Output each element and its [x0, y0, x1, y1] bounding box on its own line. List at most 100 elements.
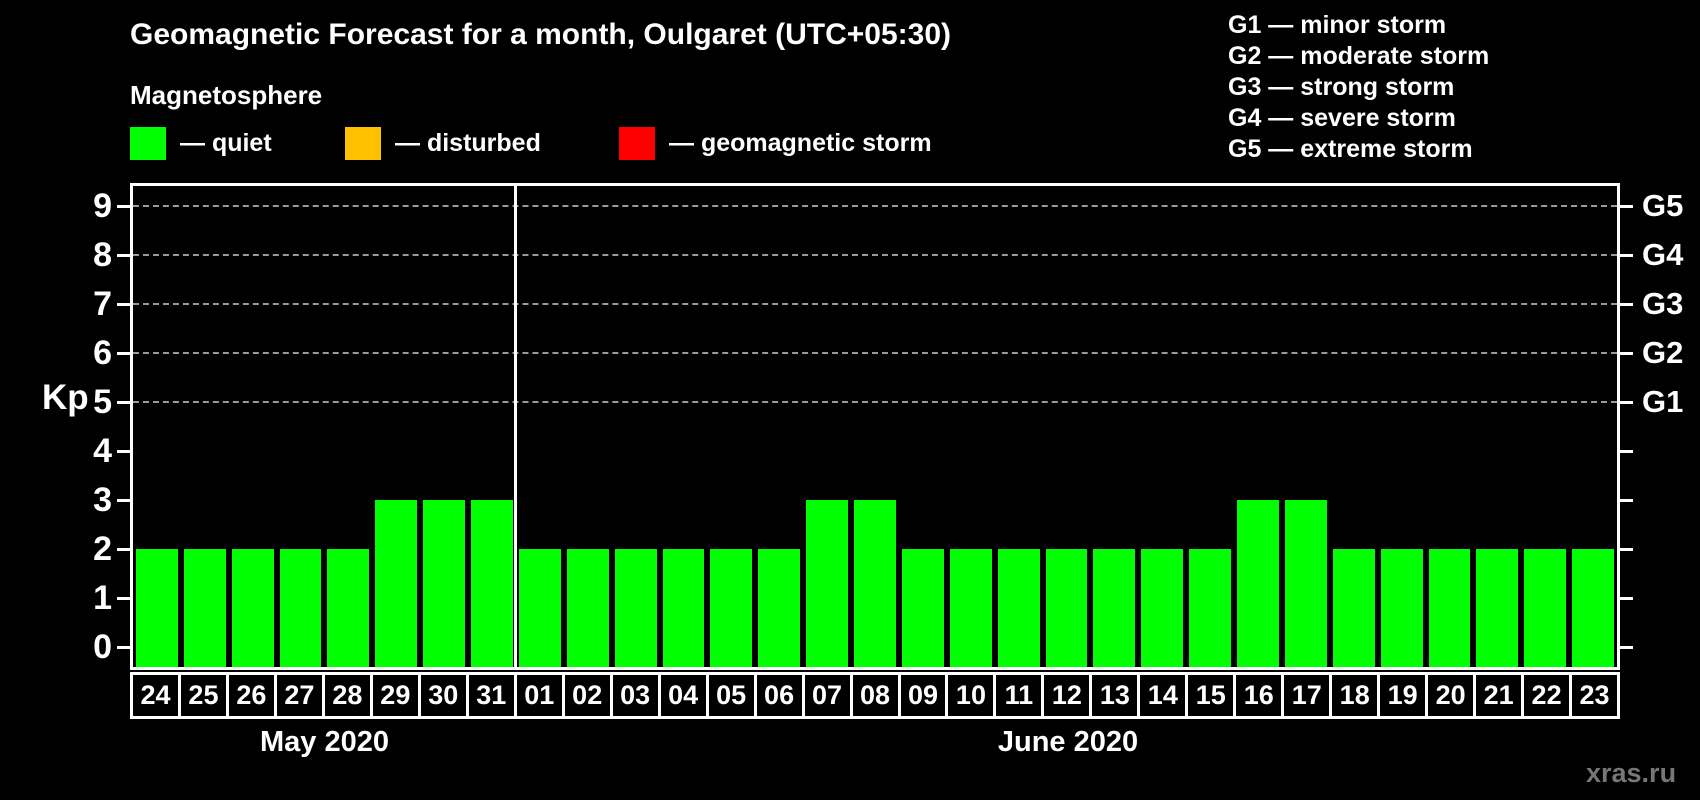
date-cell-05: 05: [705, 672, 757, 719]
legend-item-quiet: — quiet: [130, 127, 272, 160]
geomagnetic-storm-color-swatch: [619, 127, 655, 160]
kp-bar-14: [1141, 549, 1184, 667]
right-tick-kp0: [1620, 646, 1633, 649]
kp-bar-11: [997, 549, 1040, 667]
quiet-label: — quiet: [180, 129, 272, 157]
kp-bar-02: [566, 549, 609, 667]
gridline-kp7: [133, 303, 1617, 305]
right-tick-kp6: [1620, 352, 1633, 355]
date-cell-18: 18: [1329, 672, 1381, 719]
y-tick-label-8: 8: [93, 236, 112, 274]
legend-item-geomagnetic-storm: — geomagnetic storm: [619, 127, 932, 160]
kp-bar-29: [375, 500, 418, 667]
y-tick-label-4: 4: [93, 432, 112, 470]
y-tick-label-5: 5: [93, 383, 112, 421]
right-tick-kp3: [1620, 499, 1633, 502]
kp-bar-31: [471, 500, 513, 667]
date-cell-07: 07: [801, 672, 853, 719]
left-tick-kp0: [117, 646, 130, 649]
legend-item-disturbed: — disturbed: [345, 127, 541, 160]
gridline-kp9: [133, 205, 1617, 207]
date-cell-30: 30: [417, 672, 469, 719]
watermark: xras.ru: [1586, 758, 1677, 788]
storm-scale-g5: G5 — extreme storm: [1228, 135, 1473, 163]
storm-scale-g4: G4 — severe storm: [1228, 104, 1456, 132]
date-cell-16: 16: [1233, 672, 1285, 719]
left-tick-kp1: [117, 597, 130, 600]
date-cell-26: 26: [225, 672, 277, 719]
right-axis-label-g1: G1: [1642, 384, 1684, 419]
kp-bar-27: [279, 549, 322, 667]
kp-bar-01: [518, 549, 561, 667]
kp-bar-21: [1476, 549, 1519, 667]
kp-bar-20: [1428, 549, 1471, 667]
storm-scale-g2: G2 — moderate storm: [1228, 42, 1490, 70]
y-axis-title: Kp: [42, 378, 89, 417]
date-cell-21: 21: [1473, 672, 1525, 719]
date-cell-15: 15: [1185, 672, 1237, 719]
disturbed-color-swatch: [345, 127, 381, 160]
left-tick-kp2: [117, 548, 130, 551]
left-tick-kp7: [117, 303, 130, 306]
y-tick-label-0: 0: [93, 628, 112, 666]
right-axis-label-g4: G4: [1642, 237, 1684, 272]
kp-bar-24: [136, 549, 178, 667]
storm-scale-g3: G3 — strong storm: [1228, 73, 1455, 101]
right-tick-kp7: [1620, 303, 1633, 306]
kp-bar-19: [1380, 549, 1423, 667]
left-tick-kp9: [117, 205, 130, 208]
kp-bar-17: [1284, 500, 1327, 667]
date-cell-13: 13: [1089, 672, 1141, 719]
left-tick-kp4: [117, 450, 130, 453]
kp-bar-03: [614, 549, 657, 667]
y-tick-label-6: 6: [93, 334, 112, 372]
date-cell-11: 11: [993, 672, 1045, 719]
gridline-kp6: [133, 352, 1617, 354]
left-tick-kp6: [117, 352, 130, 355]
kp-bar-28: [327, 549, 370, 667]
left-tick-kp8: [117, 254, 130, 257]
kp-bar-22: [1524, 549, 1567, 667]
date-cell-08: 08: [849, 672, 901, 719]
date-cell-04: 04: [657, 672, 709, 719]
date-cell-25: 25: [177, 672, 229, 719]
date-cell-29: 29: [369, 672, 421, 719]
y-tick-label-3: 3: [93, 481, 112, 519]
date-cell-27: 27: [273, 672, 325, 719]
quiet-color-swatch: [130, 127, 166, 160]
date-cell-28: 28: [321, 672, 373, 719]
kp-bar-26: [231, 549, 274, 667]
chart-title: Geomagnetic Forecast for a month, Oulgar…: [130, 18, 952, 51]
month-divider-line: [514, 186, 518, 667]
date-cell-31: 31: [465, 672, 517, 719]
date-cell-24: 24: [130, 672, 181, 719]
y-tick-label-7: 7: [93, 285, 112, 323]
date-cell-19: 19: [1377, 672, 1429, 719]
right-tick-kp1: [1620, 597, 1633, 600]
geomagnetic-storm-label: — geomagnetic storm: [669, 129, 932, 157]
date-cell-14: 14: [1137, 672, 1189, 719]
date-cell-10: 10: [945, 672, 997, 719]
left-tick-kp3: [117, 499, 130, 502]
right-tick-kp5: [1620, 401, 1633, 404]
date-cell-06: 06: [753, 672, 805, 719]
kp-bar-07: [806, 500, 849, 667]
month-label-may: May 2020: [260, 726, 389, 758]
plot-area: [130, 183, 1620, 670]
date-cell-22: 22: [1521, 672, 1573, 719]
right-tick-kp4: [1620, 450, 1633, 453]
kp-bar-15: [1189, 549, 1232, 667]
kp-bar-23: [1572, 549, 1614, 667]
storm-scale-g1: G1 — minor storm: [1228, 11, 1447, 39]
y-tick-label-1: 1: [93, 579, 112, 617]
y-tick-label-9: 9: [93, 187, 112, 225]
gridline-kp8: [133, 254, 1617, 256]
kp-bar-04: [662, 549, 705, 667]
kp-bar-16: [1237, 500, 1279, 667]
right-tick-kp8: [1620, 254, 1633, 257]
kp-bar-10: [949, 549, 992, 667]
date-cell-03: 03: [609, 672, 661, 719]
kp-bar-13: [1093, 549, 1136, 667]
kp-bar-09: [901, 549, 944, 667]
